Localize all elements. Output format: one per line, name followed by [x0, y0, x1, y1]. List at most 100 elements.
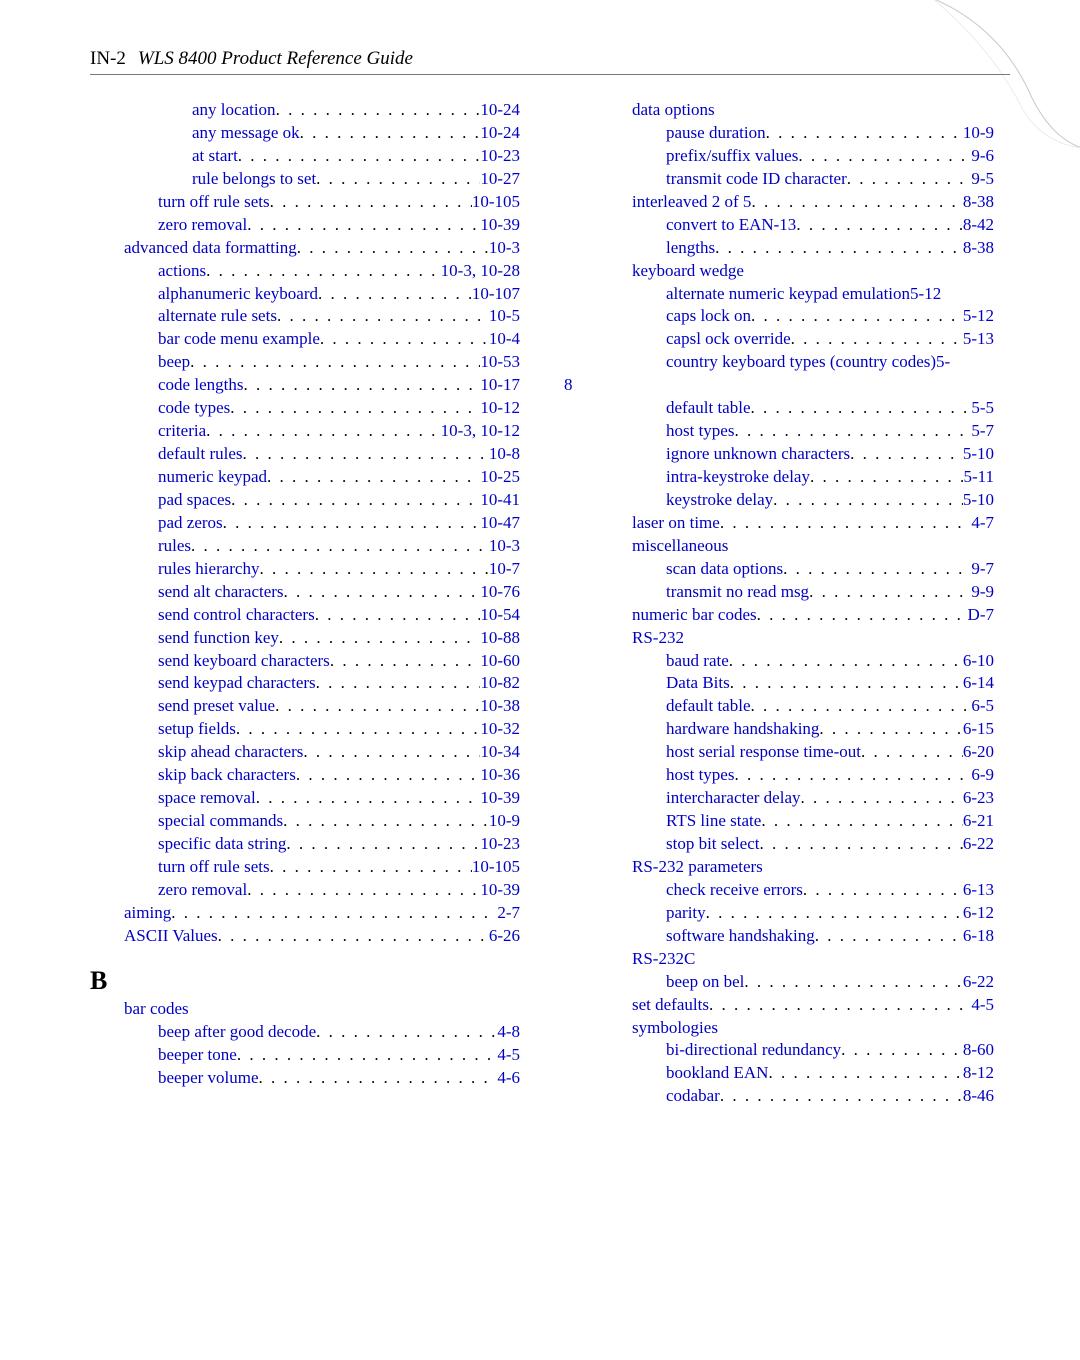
index-entry-pages[interactable]: 5-12 — [963, 305, 994, 328]
index-entry-label[interactable]: send control characters — [158, 604, 315, 627]
index-entry-pages[interactable]: 10-32 — [480, 718, 520, 741]
index-entry-pages[interactable]: 5-12 — [910, 283, 941, 306]
index-entry-label[interactable]: keyboard wedge — [632, 260, 744, 283]
index-entry-pages[interactable]: 10-24 — [480, 99, 520, 122]
index-entry-label[interactable]: beep after good decode — [158, 1021, 316, 1044]
index-entry-label[interactable]: ignore unknown characters — [666, 443, 850, 466]
index-entry-pages[interactable]: 8-60 — [963, 1039, 994, 1062]
index-entry-pages[interactable]: 10-82 — [480, 672, 520, 695]
index-entry-label[interactable]: RS-232 parameters — [632, 856, 763, 879]
index-entry-label[interactable]: any location — [192, 99, 276, 122]
index-entry-pages[interactable]: 6-13 — [963, 879, 994, 902]
index-entry-label[interactable]: pad spaces — [158, 489, 231, 512]
wrapped-page-number[interactable]: 8 — [564, 374, 994, 397]
index-entry-label[interactable]: beeper tone — [158, 1044, 237, 1067]
index-entry-label[interactable]: RS-232C — [632, 948, 695, 971]
index-entry-label[interactable]: send keypad characters — [158, 672, 316, 695]
index-entry-label[interactable]: beeper volume — [158, 1067, 259, 1090]
index-entry-label[interactable]: rules — [158, 535, 191, 558]
index-entry-pages[interactable]: 10-34 — [480, 741, 520, 764]
index-entry-pages[interactable]: 4-5 — [971, 994, 994, 1017]
index-entry-label[interactable]: bookland EAN — [666, 1062, 768, 1085]
index-entry-label[interactable]: beep on bel — [666, 971, 744, 994]
index-entry-pages[interactable]: 5-7 — [971, 420, 994, 443]
index-entry-label[interactable]: bi-directional redundancy — [666, 1039, 841, 1062]
index-entry-label[interactable]: host types — [666, 764, 734, 787]
index-entry-pages[interactable]: 5-13 — [963, 328, 994, 351]
index-entry-pages[interactable]: 10-3, 10-12 — [441, 420, 520, 443]
index-entry-label[interactable]: intercharacter delay — [666, 787, 801, 810]
index-entry-label[interactable]: rule belongs to set — [192, 168, 316, 191]
index-entry-label[interactable]: intra-keystroke delay — [666, 466, 810, 489]
index-entry-label[interactable]: pad zeros — [158, 512, 223, 535]
index-entry-pages[interactable]: 4-6 — [497, 1067, 520, 1090]
index-entry-pages[interactable]: 6-14 — [963, 672, 994, 695]
index-entry-pages[interactable]: 10-60 — [480, 650, 520, 673]
index-entry-label[interactable]: laser on time — [632, 512, 720, 535]
index-entry-pages[interactable]: 10-17 — [480, 374, 520, 397]
index-entry-label[interactable]: default table — [666, 695, 751, 718]
index-entry-label[interactable]: parity — [666, 902, 706, 925]
index-entry-pages[interactable]: 4-8 — [497, 1021, 520, 1044]
index-entry-pages[interactable]: 10-39 — [480, 214, 520, 237]
index-entry-label[interactable]: advanced data formatting — [124, 237, 297, 260]
index-entry-pages[interactable]: 10-36 — [480, 764, 520, 787]
index-entry-pages[interactable]: 10-105 — [472, 191, 520, 214]
index-entry-pages[interactable]: 10-8 — [489, 443, 520, 466]
index-entry-label[interactable]: convert to EAN-13 — [666, 214, 796, 237]
index-entry-label[interactable]: host types — [666, 420, 734, 443]
index-entry-pages[interactable]: 5-5 — [971, 397, 994, 420]
index-entry-pages[interactable]: 8-38 — [963, 237, 994, 260]
index-entry-label[interactable]: capsl ock override — [666, 328, 791, 351]
index-entry-label[interactable]: zero removal — [158, 214, 247, 237]
index-entry-label[interactable]: turn off rule sets — [158, 191, 270, 214]
index-entry-pages[interactable]: 4-5 — [497, 1044, 520, 1067]
index-entry-pages[interactable]: 10-4 — [489, 328, 520, 351]
index-entry-pages[interactable]: 9-7 — [971, 558, 994, 581]
index-entry-label[interactable]: code types — [158, 397, 230, 420]
index-entry-label[interactable]: zero removal — [158, 879, 247, 902]
index-entry-pages[interactable]: 10-88 — [480, 627, 520, 650]
index-entry-pages[interactable]: 6-21 — [963, 810, 994, 833]
index-entry-pages[interactable]: 10-25 — [480, 466, 520, 489]
index-entry-label[interactable]: country keyboard types (country codes) — [666, 351, 936, 374]
index-entry-label[interactable]: code lengths — [158, 374, 243, 397]
index-entry-pages[interactable]: 10-3 — [489, 237, 520, 260]
index-entry-label[interactable]: RS-232 — [632, 627, 684, 650]
index-entry-label[interactable]: numeric keypad — [158, 466, 267, 489]
index-entry-pages[interactable]: 8-46 — [963, 1085, 994, 1108]
index-entry-label[interactable]: hardware handshaking — [666, 718, 819, 741]
index-entry-label[interactable]: transmit no read msg — [666, 581, 809, 604]
index-entry-pages[interactable]: 10-5 — [489, 305, 520, 328]
index-entry-pages[interactable]: 6-12 — [963, 902, 994, 925]
index-entry-pages[interactable]: 6-15 — [963, 718, 994, 741]
index-entry-pages[interactable]: 6-10 — [963, 650, 994, 673]
index-entry-label[interactable]: send alt characters — [158, 581, 284, 604]
index-entry-pages[interactable]: 8-12 — [963, 1062, 994, 1085]
index-entry-pages[interactable]: 10-39 — [480, 787, 520, 810]
index-entry-pages[interactable]: 10-24 — [480, 122, 520, 145]
index-entry-label[interactable]: rules hierarchy — [158, 558, 259, 581]
index-entry-pages[interactable]: 10-47 — [480, 512, 520, 535]
index-entry-pages[interactable]: 10-107 — [472, 283, 520, 306]
index-entry-pages[interactable]: 10-7 — [489, 558, 520, 581]
index-entry-pages[interactable]: 10-54 — [480, 604, 520, 627]
index-entry-label[interactable]: software handshaking — [666, 925, 815, 948]
index-entry-pages[interactable]: 10-105 — [472, 856, 520, 879]
index-entry-pages[interactable]: 5-10 — [963, 489, 994, 512]
index-entry-label[interactable]: check receive errors — [666, 879, 803, 902]
index-entry-pages[interactable]: 5-10 — [963, 443, 994, 466]
index-entry-pages[interactable]: 9-5 — [971, 168, 994, 191]
index-entry-label[interactable]: ASCII Values — [124, 925, 218, 948]
index-entry-label[interactable]: alternate rule sets — [158, 305, 277, 328]
index-entry-pages[interactable]: 10-23 — [480, 833, 520, 856]
index-entry-label[interactable]: send keyboard characters — [158, 650, 330, 673]
index-entry-label[interactable]: prefix/suffix values — [666, 145, 798, 168]
index-entry-label[interactable]: send preset value — [158, 695, 275, 718]
index-entry-label[interactable]: aiming — [124, 902, 171, 925]
index-entry-pages[interactable]: 9-9 — [971, 581, 994, 604]
index-entry-label[interactable]: turn off rule sets — [158, 856, 270, 879]
index-entry-pages[interactable]: 6-18 — [963, 925, 994, 948]
index-entry-label[interactable]: keystroke delay — [666, 489, 773, 512]
index-entry-label[interactable]: skip back characters — [158, 764, 296, 787]
